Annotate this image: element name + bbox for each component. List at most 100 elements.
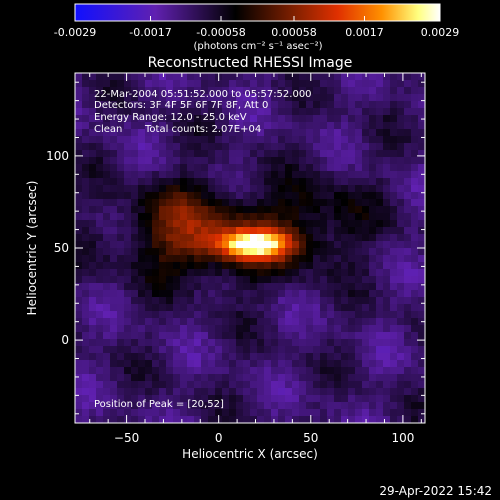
heatmap-cell xyxy=(194,192,202,200)
heatmap-cell xyxy=(264,101,272,109)
heatmap-cell xyxy=(313,409,321,417)
heatmap-cell xyxy=(278,374,286,382)
heatmap-cell xyxy=(89,388,97,396)
heatmap-cell xyxy=(306,101,314,109)
heatmap-cell xyxy=(278,304,286,312)
heatmap-cell xyxy=(278,220,286,228)
heatmap-cell xyxy=(187,178,195,186)
heatmap-cell xyxy=(89,360,97,368)
heatmap-cell xyxy=(306,367,314,375)
heatmap-cell xyxy=(418,185,426,193)
heatmap-cell xyxy=(390,199,398,207)
heatmap-cell xyxy=(327,388,335,396)
heatmap-cell xyxy=(173,409,181,417)
heatmap-cell xyxy=(194,416,202,424)
heatmap-cell xyxy=(194,101,202,109)
heatmap-cell xyxy=(285,255,293,263)
heatmap-cell xyxy=(376,416,384,424)
heatmap-cell xyxy=(285,213,293,221)
heatmap-cell xyxy=(383,171,391,179)
heatmap-cell xyxy=(89,318,97,326)
heatmap-cell xyxy=(96,241,104,249)
heatmap-cell xyxy=(320,332,328,340)
heatmap-cell xyxy=(292,122,300,130)
heatmap-cell xyxy=(166,395,174,403)
heatmap-cell xyxy=(75,192,83,200)
heatmap-cell xyxy=(75,199,83,207)
heatmap-cell xyxy=(292,185,300,193)
heatmap-cell xyxy=(313,87,321,95)
heatmap-cell xyxy=(166,80,174,88)
heatmap-cell xyxy=(96,150,104,158)
heatmap-cell xyxy=(397,311,405,319)
heatmap-cell xyxy=(411,346,419,354)
heatmap-cell xyxy=(376,150,384,158)
heatmap-cell xyxy=(159,276,167,284)
heatmap-cell xyxy=(159,332,167,340)
colorbar-tick-label: -0.0029 xyxy=(54,26,96,39)
heatmap-cell xyxy=(299,416,307,424)
heatmap-cell xyxy=(194,255,202,263)
heatmap-cell xyxy=(306,381,314,389)
heatmap-cell xyxy=(194,332,202,340)
heatmap-cell xyxy=(334,325,342,333)
heatmap-cell xyxy=(187,185,195,193)
heatmap-cell xyxy=(96,227,104,235)
heatmap-cell xyxy=(82,164,90,172)
heatmap-cell xyxy=(229,402,237,410)
heatmap-cell xyxy=(110,255,118,263)
heatmap-cell xyxy=(222,192,230,200)
heatmap-cell xyxy=(397,143,405,151)
heatmap-cell xyxy=(257,276,265,284)
heatmap-cell xyxy=(250,325,258,333)
heatmap-cell xyxy=(166,150,174,158)
heatmap-cell xyxy=(187,101,195,109)
heatmap-cell xyxy=(166,73,174,81)
heatmap-cell xyxy=(131,241,139,249)
heatmap-cell xyxy=(411,388,419,396)
heatmap-cell xyxy=(341,241,349,249)
heatmap-cell xyxy=(299,339,307,347)
heatmap-cell xyxy=(348,129,356,137)
heatmap-cell xyxy=(327,143,335,151)
heatmap-cell xyxy=(362,192,370,200)
heatmap-cell xyxy=(243,220,251,228)
heatmap-cell xyxy=(117,276,125,284)
heatmap-cell xyxy=(320,311,328,319)
heatmap-cell xyxy=(124,416,132,424)
heatmap-cell xyxy=(397,73,405,81)
heatmap-cell xyxy=(131,227,139,235)
heatmap-cell xyxy=(159,80,167,88)
heatmap-cell xyxy=(215,122,223,130)
heatmap-cell xyxy=(397,101,405,109)
heatmap-cell xyxy=(271,192,279,200)
heatmap-cell xyxy=(75,248,83,256)
heatmap-cell xyxy=(376,213,384,221)
heatmap-cell xyxy=(257,346,265,354)
heatmap-cell xyxy=(397,367,405,375)
heatmap-cell xyxy=(194,199,202,207)
heatmap-cell xyxy=(194,122,202,130)
heatmap-cell xyxy=(362,80,370,88)
heatmap-cell xyxy=(208,80,216,88)
heatmap-cell xyxy=(138,318,146,326)
heatmap-cell xyxy=(299,192,307,200)
heatmap-cell xyxy=(124,241,132,249)
heatmap-cell xyxy=(89,206,97,214)
x-tick-label: 100 xyxy=(391,431,414,445)
heatmap-cell xyxy=(292,409,300,417)
heatmap-cell xyxy=(369,234,377,242)
heatmap-cell xyxy=(138,339,146,347)
heatmap-cell xyxy=(264,227,272,235)
heatmap-cell xyxy=(236,129,244,137)
heatmap-cell xyxy=(257,234,265,242)
heatmap-cell xyxy=(369,290,377,298)
heatmap-cell xyxy=(271,94,279,102)
heatmap-cell xyxy=(75,241,83,249)
heatmap-cell xyxy=(75,143,83,151)
heatmap-cell xyxy=(250,227,258,235)
heatmap-cell xyxy=(327,220,335,228)
heatmap-cell xyxy=(404,311,412,319)
heatmap-cell xyxy=(89,269,97,277)
heatmap-cell xyxy=(397,255,405,263)
